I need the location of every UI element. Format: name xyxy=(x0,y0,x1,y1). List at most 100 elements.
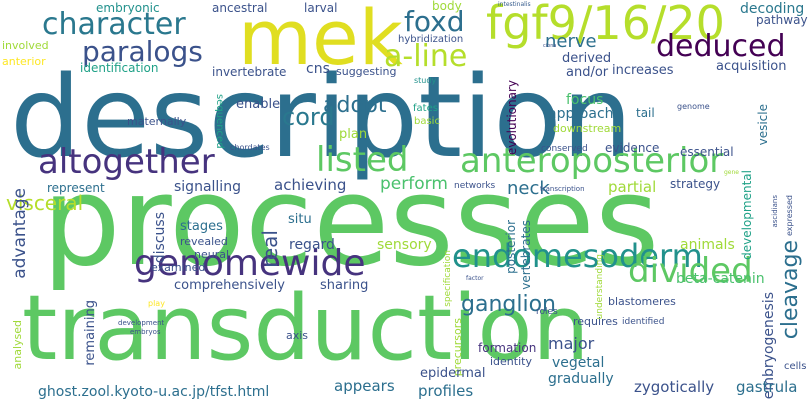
word-vertebrates: vertebrates xyxy=(519,220,533,290)
word-signalling: signalling xyxy=(174,179,241,195)
word-gene: gene xyxy=(724,169,739,176)
word-zygotically: zygotically xyxy=(634,378,715,396)
word-focus: focus xyxy=(566,92,604,108)
word-genome: genome xyxy=(677,102,710,111)
word-evidence: evidence xyxy=(605,141,660,155)
word-and-or: and/or xyxy=(566,65,609,80)
word-hybridization: hybridization xyxy=(398,34,464,45)
word-pathway: pathway xyxy=(756,13,808,27)
word-vesicle: vesicle xyxy=(756,104,770,146)
word-ganglion: ganglion xyxy=(461,292,556,317)
word-revealed: revealed xyxy=(180,235,228,248)
word-specification: specification xyxy=(443,250,453,307)
word-stages: stages xyxy=(180,219,223,234)
word-animals: animals xyxy=(680,237,735,253)
word-derived: derived xyxy=(562,51,612,66)
word-study: study xyxy=(414,76,437,85)
word-strategy: strategy xyxy=(670,177,721,191)
word-fates: fates xyxy=(413,103,438,114)
word-basic: basic xyxy=(414,116,440,127)
word-enable: enable xyxy=(236,97,281,112)
word-genomewide: genomewide xyxy=(134,243,366,284)
word-ancestral: ancestral xyxy=(212,1,268,15)
word-maternally: maternally xyxy=(127,115,187,128)
word-approach: approach xyxy=(548,106,614,122)
word-nerve: nerve xyxy=(545,31,597,52)
word-cord: cord xyxy=(282,103,335,131)
word-achieving: achieving xyxy=(274,176,347,194)
word-conserved: conserved xyxy=(541,144,588,154)
word-developmental: developmental xyxy=(740,170,754,260)
word-examined: examined xyxy=(151,261,206,274)
word-sharing: sharing xyxy=(320,278,369,293)
word-cells: cells xyxy=(784,361,807,372)
word-requires: requires xyxy=(573,315,618,328)
word-discuss: discuss xyxy=(152,212,168,264)
word-perform: perform xyxy=(380,174,448,194)
word-situ: situ xyxy=(288,212,312,227)
word-body: body xyxy=(432,0,462,13)
word-neck: neck xyxy=(507,178,550,199)
word-identified: identified xyxy=(622,317,665,327)
word-a-line: a-line xyxy=(384,39,468,74)
word-sensory: sensory xyxy=(377,237,432,253)
word-foxd: foxd xyxy=(404,5,465,38)
word-ciona: ciona xyxy=(543,43,557,49)
word-embryonic: embryonic xyxy=(96,1,160,15)
word-sequenced: sequenced xyxy=(214,94,225,149)
word-description: description xyxy=(10,53,633,183)
word-beta-catenin: beta-catenin xyxy=(676,271,765,287)
word-neural: neural xyxy=(194,248,230,261)
word-identity: identity xyxy=(490,355,532,368)
word-deduced: deduced xyxy=(656,29,786,64)
word-comprehensively: comprehensively xyxy=(174,278,285,293)
word-increases: increases xyxy=(612,63,674,78)
word-decoding: decoding xyxy=(740,1,805,17)
word-adopt: adopt xyxy=(323,93,387,118)
word-character: character xyxy=(42,7,186,42)
word-vegetal: vegetal xyxy=(552,355,605,371)
word-regard: regard xyxy=(289,237,335,253)
word-analysed: analysed xyxy=(11,320,24,370)
word-profiles: profiles xyxy=(418,382,474,400)
word-acquisition: acquisition xyxy=(716,59,787,74)
word-appears: appears xyxy=(334,377,395,395)
word-anterior: anterior xyxy=(2,55,46,68)
word-play: play xyxy=(148,299,165,308)
word-processes: processes xyxy=(42,150,660,294)
word-roles: roles xyxy=(536,307,558,317)
word-suggesting: suggesting xyxy=(336,65,397,78)
word-networks: networks xyxy=(454,181,496,191)
word-expressed: expressed xyxy=(785,195,794,236)
word-downstream: downstream xyxy=(553,122,622,135)
word-larval: larval xyxy=(304,1,338,15)
word-mek: mek xyxy=(238,0,403,82)
word-ghost-url: ghost.zool.kyoto-u.ac.jp/tfst.html xyxy=(38,384,270,400)
word-tail: tail xyxy=(636,106,655,120)
word-cleavage: cleavage xyxy=(778,240,803,340)
word-transcription: transcription xyxy=(540,185,585,193)
word-endomesoderm: endomesoderm xyxy=(452,237,703,275)
word-paralogs: paralogs xyxy=(82,35,203,68)
word-transduction: transduction xyxy=(22,276,590,381)
word-fgf9-16-20: fgf9/16/20 xyxy=(486,0,725,50)
word-visceral: visceral xyxy=(6,191,84,215)
word-real: real xyxy=(258,230,282,268)
word-cns: cns xyxy=(306,61,330,77)
word-represent: represent xyxy=(47,181,105,195)
word-embryos: embryos xyxy=(130,328,161,336)
word-plan: plan xyxy=(339,127,368,142)
word-invertebrate: invertebrate xyxy=(212,65,287,79)
word-partial: partial xyxy=(608,178,657,196)
word-understanding: understanding xyxy=(595,254,605,320)
word-epidermal: epidermal xyxy=(420,366,486,381)
word-factor: factor xyxy=(466,275,484,282)
word-listed: listed xyxy=(316,140,409,180)
word-posterior: posterior xyxy=(504,220,518,274)
word-involved: involved xyxy=(2,39,49,52)
word-anteroposterior: anteroposterior xyxy=(460,141,724,181)
word-remaining: remaining xyxy=(83,300,98,366)
word-evolutionary: evolutionary xyxy=(505,80,519,156)
word-identification: identification xyxy=(80,61,159,75)
